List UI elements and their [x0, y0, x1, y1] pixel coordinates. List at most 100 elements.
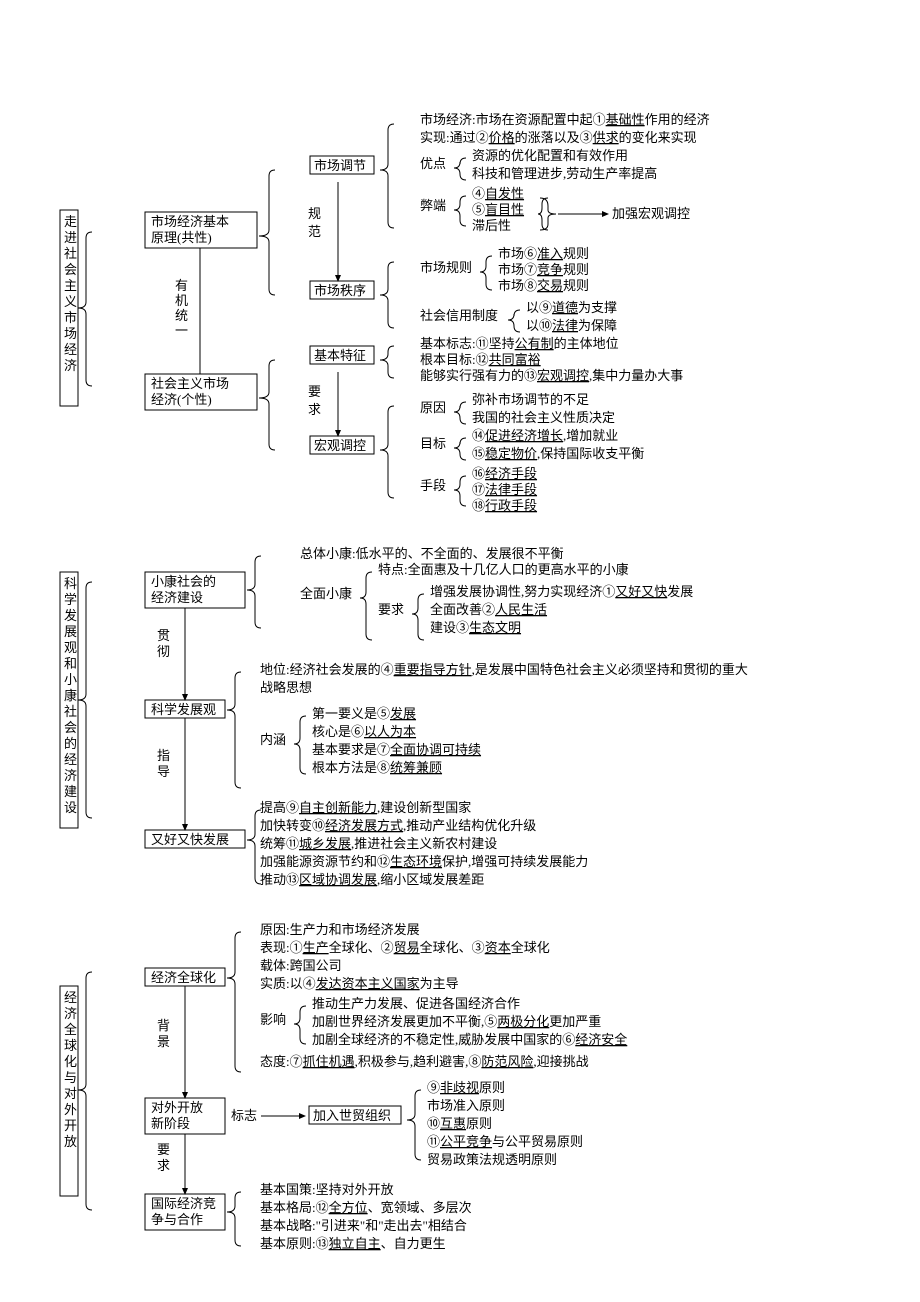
svg-text:又好又快发展: 又好又快发展: [151, 832, 229, 847]
svg-text:我国的社会主义性质决定: 我国的社会主义性质决定: [472, 410, 615, 425]
svg-text:会: 会: [64, 720, 77, 735]
svg-text:⑩互惠原则: ⑩互惠原则: [427, 1116, 492, 1131]
svg-text:经济(个性): 经济(个性): [151, 392, 212, 407]
svg-text:球: 球: [64, 1038, 77, 1053]
svg-text:规: 规: [308, 206, 321, 221]
svg-text:滞后性: 滞后性: [472, 218, 511, 233]
svg-text:市场⑦竞争规则: 市场⑦竞争规则: [498, 262, 589, 277]
svg-text:根本目标:⑫共同富裕: 根本目标:⑫共同富裕: [420, 352, 541, 367]
svg-text:经: 经: [64, 990, 77, 1005]
svg-text:济: 济: [64, 1006, 77, 1021]
svg-text:经: 经: [64, 752, 77, 767]
svg-text:基本标志:⑪坚持公有制的主体地位: 基本标志:⑪坚持公有制的主体地位: [420, 336, 619, 351]
svg-text:市: 市: [64, 310, 77, 325]
svg-text:统: 统: [175, 308, 188, 323]
svg-text:⑯经济手段: ⑯经济手段: [472, 466, 537, 481]
svg-text:科学发展观: 科学发展观: [151, 702, 216, 717]
wto: 加入世贸组织: [313, 1108, 391, 1123]
svg-text:总体小康:低水平的、不全面的、发展很不平衡: 总体小康:低水平的、不全面的、发展很不平衡: [300, 546, 564, 561]
svg-text:范: 范: [308, 224, 321, 239]
svg-text:义: 义: [64, 294, 77, 309]
svg-text:贸易政策法规透明原则: 贸易政策法规透明原则: [427, 1152, 557, 1167]
svg-text:社: 社: [64, 246, 77, 261]
svg-text:内涵: 内涵: [260, 732, 286, 747]
svg-text:推动生产力发展、促进各国经济合作: 推动生产力发展、促进各国经济合作: [312, 996, 520, 1011]
svg-text:原因:生产力和市场经济发展: 原因:生产力和市场经济发展: [260, 922, 420, 937]
svg-text:⑰法律手段: ⑰法律手段: [472, 482, 537, 497]
svg-text:主: 主: [64, 278, 77, 293]
svg-text:⑱行政手段: ⑱行政手段: [472, 498, 537, 513]
svg-text:小: 小: [64, 672, 77, 687]
macro-control: 宏观调控: [314, 438, 366, 453]
svg-text:景: 景: [157, 1034, 170, 1049]
svg-text:加剧世界经济发展更加不平衡,⑤两极分化更加严重: 加剧世界经济发展更加不平衡,⑤两极分化更加严重: [312, 1014, 601, 1029]
svg-text:实质:以④发达资本主义国家为主导: 实质:以④发达资本主义国家为主导: [260, 976, 459, 991]
svg-text:优点: 优点: [420, 156, 446, 171]
market-order: 市场秩序: [314, 283, 366, 298]
svg-text:有: 有: [175, 278, 188, 293]
svg-text:加剧全球经济的不稳定性,威胁发展中国家的⑥经济安全: 加剧全球经济的不稳定性,威胁发展中国家的⑥经济安全: [312, 1032, 627, 1047]
svg-text:实现:通过②价格的涨落以及③供求的变化来实现: 实现:通过②价格的涨落以及③供求的变化来实现: [420, 130, 697, 145]
svg-text:一: 一: [175, 323, 188, 338]
svg-text:市场经济基本: 市场经济基本: [151, 214, 229, 229]
svg-text:资源的优化配置和有效作用: 资源的优化配置和有效作用: [472, 148, 628, 163]
svg-text:推动⑬区域协调发展,缩小区域发展差距: 推动⑬区域协调发展,缩小区域发展差距: [260, 872, 484, 887]
svg-text:全面改善②人民生活: 全面改善②人民生活: [430, 602, 547, 617]
svg-text:场: 场: [64, 326, 77, 341]
svg-text:要求: 要求: [378, 602, 404, 617]
svg-text:会: 会: [64, 262, 77, 277]
svg-text:建: 建: [64, 784, 77, 799]
svg-text:彻: 彻: [157, 644, 170, 659]
svg-text:科: 科: [64, 576, 77, 591]
svg-text:统筹⑪城乡发展,推进社会主义新农村建设: 统筹⑪城乡发展,推进社会主义新农村建设: [260, 836, 497, 851]
svg-text:以⑩法律为保障: 以⑩法律为保障: [526, 318, 617, 333]
svg-text:加快转变⑩经济发展方式,推动产业结构优化升级: 加快转变⑩经济发展方式,推动产业结构优化升级: [260, 818, 536, 833]
svg-text:求: 求: [157, 1158, 170, 1173]
svg-text:小康社会的: 小康社会的: [151, 574, 216, 589]
svg-text:基本格局:⑫全方位、宽领域、多层次: 基本格局:⑫全方位、宽领域、多层次: [260, 1200, 472, 1215]
svg-text:全: 全: [64, 1022, 77, 1037]
svg-text:外: 外: [64, 1102, 77, 1117]
svg-text:④自发性: ④自发性: [472, 186, 524, 201]
svg-text:⑭促进经济增长,增加就业: ⑭促进经济增长,增加就业: [472, 428, 618, 443]
svg-text:贯: 贯: [157, 628, 170, 643]
svg-text:载体:跨国公司: 载体:跨国公司: [260, 958, 342, 973]
svg-text:能够实行强有力的⑬宏观调控,集中力量办大事: 能够实行强有力的⑬宏观调控,集中力量办大事: [420, 368, 683, 383]
svg-text:基本国策:坚持对外开放: 基本国策:坚持对外开放: [260, 1182, 394, 1197]
svg-text:机: 机: [175, 293, 188, 308]
svg-text:原因: 原因: [420, 400, 446, 415]
svg-text:战略思想: 战略思想: [260, 680, 312, 695]
svg-text:国际经济竞: 国际经济竞: [151, 1196, 216, 1211]
svg-text:地位:经济社会发展的④重要指导方针,是发展中国特色社会主义必: 地位:经济社会发展的④重要指导方针,是发展中国特色社会主义必须坚持和贯彻的重大: [260, 662, 748, 677]
svg-text:手段: 手段: [420, 478, 446, 493]
svg-text:以⑨道德为支撑: 以⑨道德为支撑: [526, 300, 617, 315]
svg-text:和: 和: [64, 656, 77, 671]
svg-text:的: 的: [64, 736, 77, 751]
svg-text:表现:①生产全球化、②贸易全球化、③资本全球化: 表现:①生产全球化、②贸易全球化、③资本全球化: [260, 940, 550, 955]
svg-text:⑨非歧视原则: ⑨非歧视原则: [427, 1080, 505, 1095]
basic-feature: 基本特征: [314, 348, 366, 363]
svg-text:开: 开: [64, 1118, 77, 1133]
svg-text:观: 观: [64, 640, 77, 655]
svg-text:基本战略:"引进来"和"走出去"相结合: 基本战略:"引进来"和"走出去"相结合: [260, 1218, 467, 1233]
svg-text:进: 进: [64, 230, 77, 245]
svg-text:市场准入原则: 市场准入原则: [427, 1098, 505, 1113]
svg-text:⑪公平竞争与公平贸易原则: ⑪公平竞争与公平贸易原则: [427, 1134, 583, 1149]
svg-text:与: 与: [64, 1070, 77, 1085]
svg-text:科技和管理进步,劳动生产率提高: 科技和管理进步,劳动生产率提高: [472, 166, 657, 181]
svg-text:全面小康: 全面小康: [300, 586, 352, 601]
svg-text:⑤盲目性: ⑤盲目性: [472, 202, 524, 217]
svg-text:市场⑧交易规则: 市场⑧交易规则: [498, 278, 589, 293]
svg-text:对外开放: 对外开放: [151, 1100, 203, 1115]
svg-text:对: 对: [64, 1086, 77, 1101]
svg-text:市场⑥准入规则: 市场⑥准入规则: [498, 246, 589, 261]
svg-text:建设③生态文明: 建设③生态文明: [430, 620, 521, 635]
svg-text:弊端: 弊端: [420, 198, 446, 213]
svg-text:第一要义是⑤发展: 第一要义是⑤发展: [312, 706, 416, 721]
svg-text:济: 济: [64, 768, 77, 783]
svg-text:学: 学: [64, 592, 77, 607]
svg-text:康: 康: [64, 688, 77, 703]
svg-text:争与合作: 争与合作: [151, 1212, 203, 1227]
svg-text:影响: 影响: [260, 1012, 286, 1027]
svg-text:提高⑨自主创新能力,建设创新型国家: 提高⑨自主创新能力,建设创新型国家: [260, 800, 471, 815]
